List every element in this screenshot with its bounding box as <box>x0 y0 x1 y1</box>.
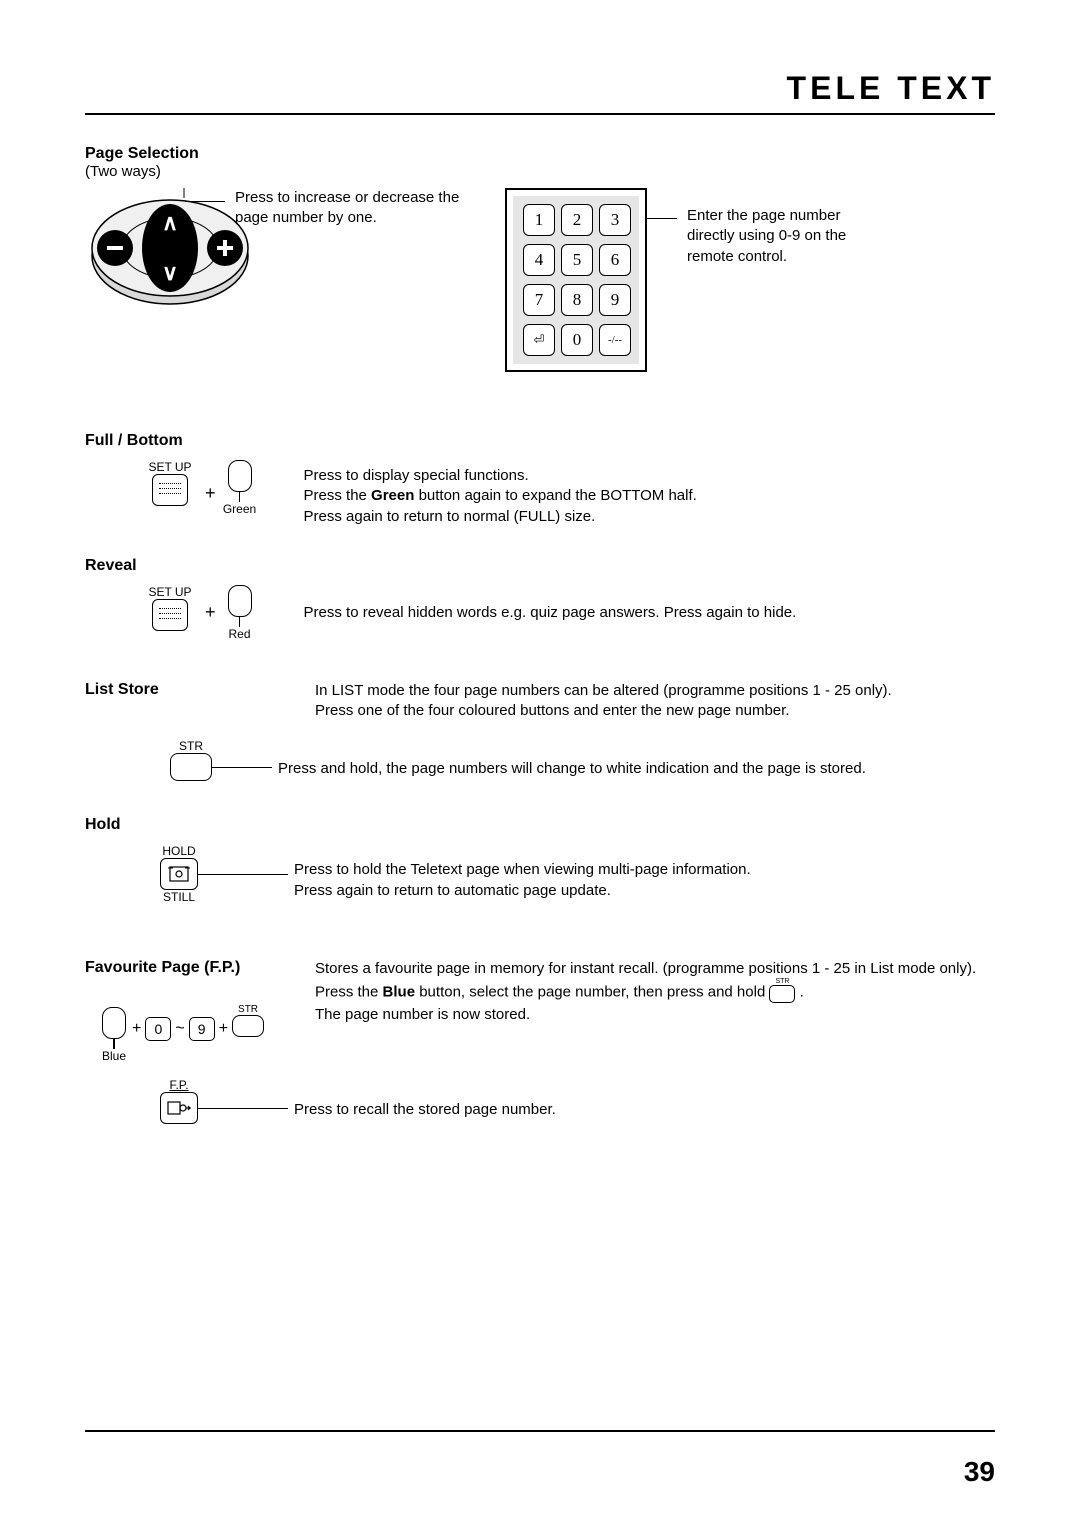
hold-top-label: HOLD <box>162 844 195 858</box>
page-selection-sub: (Two ways) <box>85 163 995 180</box>
str-button-block: STR <box>232 1004 264 1037</box>
hold-bottom-label: STILL <box>163 890 195 904</box>
list-store-heading: List Store <box>85 681 315 699</box>
fp-icon-block: F.P. <box>160 1078 198 1124</box>
hold-icon-block: HOLD STILL <box>160 844 198 904</box>
keypad-key: 8 <box>561 284 593 316</box>
key-0: 0 <box>145 1017 171 1041</box>
str-label: STR <box>238 1004 258 1015</box>
fp-line2: Press the Blue button, select the page n… <box>315 980 995 1005</box>
green-button-icon: Green <box>226 460 254 516</box>
str-desc: Press and hold, the page numbers will ch… <box>278 759 866 779</box>
page-number: 39 <box>964 1456 995 1488</box>
svg-text:∨: ∨ <box>162 260 178 285</box>
str-button-icon <box>170 753 212 781</box>
full-bottom-desc: Press to display special functions. Pres… <box>304 466 697 527</box>
fp-recall-desc: Press to recall the stored page number. <box>294 1100 556 1120</box>
keypad-key: 9 <box>599 284 631 316</box>
list-store-line1: In LIST mode the four page numbers can b… <box>315 681 892 701</box>
str-button-icon <box>232 1015 264 1037</box>
list-store-desc: In LIST mode the four page numbers can b… <box>315 681 892 722</box>
keypad-key: 0 <box>561 324 593 356</box>
inline-str-icon <box>769 985 795 1003</box>
green-label: Green <box>223 502 256 516</box>
plus-symbol: + <box>205 602 216 623</box>
dpad-description: Press to increase or decrease the page n… <box>235 188 485 229</box>
reveal-desc: Press to reveal hidden words e.g. quiz p… <box>304 603 797 623</box>
hold-line1: Press to hold the Teletext page when vie… <box>294 860 751 880</box>
plus-symbol: + <box>205 483 216 504</box>
red-label: Red <box>229 627 251 641</box>
full-bottom-line1: Press to display special functions. <box>304 466 697 486</box>
reveal-heading: Reveal <box>85 557 995 575</box>
keypad-key: 4 <box>523 244 555 276</box>
page-selection-heading: Page Selection <box>85 145 995 163</box>
fp-heading: Favourite Page (F.P.) <box>85 959 315 977</box>
bottom-rule <box>85 1430 995 1432</box>
setup-label: SET UP <box>148 460 191 474</box>
keypad-key: 6 <box>599 244 631 276</box>
full-bottom-line2: Press the Green button again to expand t… <box>304 486 697 506</box>
keypad-key: 2 <box>561 204 593 236</box>
full-bottom-heading: Full / Bottom <box>85 432 995 450</box>
keypad-key: 7 <box>523 284 555 316</box>
setup-icon-block: SET UP <box>145 585 195 631</box>
hold-heading: Hold <box>85 816 995 834</box>
dpad-icon: ∧ ∨ <box>85 188 255 303</box>
keypad-key: 3 <box>599 204 631 236</box>
keypad-description: Enter the page number directly using 0-9… <box>687 206 887 267</box>
plus-symbol: + <box>132 1020 141 1038</box>
setup-icon <box>152 599 188 631</box>
setup-icon-block: SET UP <box>145 460 195 506</box>
fp-line1: Stores a favourite page in memory for in… <box>315 959 995 979</box>
svg-text:∧: ∧ <box>162 210 178 235</box>
fp-line3: The page number is now stored. <box>315 1005 995 1025</box>
blue-button-icon: Blue <box>100 1007 128 1063</box>
page-title: TELE TEXT <box>85 70 995 107</box>
top-rule <box>85 113 995 115</box>
tilde-symbol: ~ <box>175 1020 184 1038</box>
setup-icon <box>152 474 188 506</box>
str-button-block: STR <box>170 739 212 781</box>
setup-label: SET UP <box>148 585 191 599</box>
list-store-line2: Press one of the four coloured buttons a… <box>315 701 892 721</box>
hold-icon <box>160 858 198 890</box>
keypad-key: 5 <box>561 244 593 276</box>
blue-label: Blue <box>102 1049 126 1063</box>
key-9: 9 <box>189 1017 215 1041</box>
keypad-key: ⏎ <box>523 324 555 356</box>
fp-recall-icon <box>160 1092 198 1124</box>
plus-symbol: + <box>219 1020 228 1038</box>
keypad-key: -/-- <box>599 324 631 356</box>
full-bottom-line3: Press again to return to normal (FULL) s… <box>304 507 697 527</box>
red-button-icon: Red <box>226 585 254 641</box>
fp-desc: Stores a favourite page in memory for in… <box>315 959 995 1025</box>
keypad-key: 1 <box>523 204 555 236</box>
numeric-keypad: 1 2 3 4 5 6 7 8 9 ⏎ 0 -/-- <box>505 188 647 372</box>
hold-line2: Press again to return to automatic page … <box>294 881 751 901</box>
inline-str-label: STR <box>775 978 789 985</box>
fp-label: F.P. <box>169 1078 188 1092</box>
hold-desc: Press to hold the Teletext page when vie… <box>294 860 751 901</box>
str-label: STR <box>179 739 203 753</box>
